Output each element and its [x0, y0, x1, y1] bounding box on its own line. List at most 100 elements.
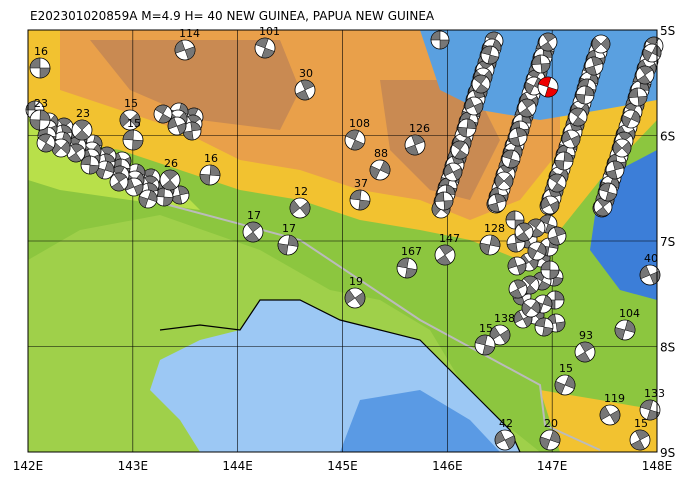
ball-quadrant: [277, 234, 299, 256]
ball-quadrant: [405, 134, 425, 156]
ball-quadrant: [396, 257, 418, 279]
ball-quadrant: [614, 319, 636, 341]
lon-label: 147E: [537, 459, 568, 473]
ball-quadrant: [74, 119, 90, 141]
event-label: 23: [76, 107, 90, 120]
lat-label: 9S: [660, 446, 675, 460]
beachball: [507, 256, 527, 276]
beachball: [457, 118, 477, 138]
ball-quadrant: [494, 174, 514, 188]
event-label: 26: [164, 157, 178, 170]
event-label: 108: [349, 117, 370, 130]
lat-label: 7S: [660, 235, 675, 249]
ball-quadrant: [480, 45, 500, 65]
beachball: [494, 429, 516, 451]
ball-quadrant: [639, 265, 661, 285]
title: E202301020859A M=4.9 H= 40 NEW GUINEA, P…: [30, 9, 435, 23]
beachball: [540, 195, 560, 215]
beachball: [540, 260, 560, 280]
ball-quadrant: [539, 430, 561, 450]
event-label: 30: [299, 67, 313, 80]
ball-quadrant: [452, 140, 468, 160]
ball-quadrant: [174, 40, 196, 60]
ball-quadrant: [122, 129, 144, 151]
ball-quadrant: [534, 317, 554, 337]
frame: [27, 29, 658, 453]
beachball: [501, 149, 521, 169]
lon-label: 143E: [118, 459, 149, 473]
beachball: [464, 96, 484, 116]
event-label: 126: [409, 122, 430, 135]
ball-quadrant: [531, 54, 551, 74]
beachball: [138, 189, 158, 209]
beachball: [474, 334, 496, 356]
beachball: [471, 74, 491, 94]
lon-label: 145E: [327, 459, 358, 473]
beachball: [29, 109, 51, 131]
event-label: 37: [354, 177, 368, 190]
event-label: 138: [494, 312, 515, 325]
ball-quadrant: [561, 130, 581, 148]
beachball: [605, 160, 625, 180]
beachball: [450, 140, 470, 160]
ball-quadrant: [637, 65, 653, 85]
beachball: [614, 319, 636, 341]
ball-quadrant: [612, 141, 632, 155]
ball-quadrant: [576, 341, 594, 363]
ball-quadrant: [255, 37, 275, 59]
event-label: 167: [401, 245, 422, 258]
ball-quadrant: [138, 190, 158, 208]
beachball: [489, 324, 511, 346]
beachball: [434, 244, 456, 266]
beachball: [242, 221, 264, 243]
beachball: [568, 107, 588, 127]
ball-quadrant: [591, 37, 611, 51]
event-label: 15: [634, 417, 648, 430]
beachball: [434, 191, 454, 211]
beachball: [539, 429, 561, 451]
ball-quadrant: [295, 79, 315, 101]
beachball: [29, 57, 51, 79]
ball-quadrant: [628, 87, 648, 107]
ball-quadrant: [457, 118, 477, 138]
ball-quadrant: [154, 104, 172, 124]
event-label: 16: [204, 152, 218, 165]
event-label: 12: [294, 185, 308, 198]
ball-quadrant: [519, 98, 535, 118]
event-label: 128: [484, 222, 505, 235]
event-label: 23: [34, 97, 48, 110]
event-label: 15: [559, 362, 573, 375]
beachball: [430, 30, 450, 50]
beachball: [153, 104, 173, 124]
ball-quadrant: [540, 260, 560, 280]
beachball: [182, 121, 202, 141]
beachball: [599, 404, 621, 426]
beachball: [514, 222, 534, 242]
beachball: [124, 177, 144, 197]
beachball: [537, 76, 559, 98]
beachball: [122, 129, 144, 151]
beachball: [639, 399, 661, 421]
beachball: [404, 134, 426, 156]
beachball: [95, 160, 115, 180]
event-label: 104: [619, 307, 640, 320]
beachball: [628, 87, 648, 107]
beachball: [554, 374, 576, 396]
event-label: 101: [259, 25, 280, 38]
beachball: [480, 45, 500, 65]
beachball: [521, 298, 541, 318]
ball-quadrant: [68, 143, 84, 163]
lat-label: 6S: [660, 130, 675, 144]
ball-quadrant: [473, 74, 489, 94]
ball-quadrant: [345, 129, 365, 151]
ball-quadrant: [521, 300, 541, 316]
beachball: [119, 109, 141, 131]
beachball: [574, 341, 596, 363]
event-label: 17: [282, 222, 296, 235]
ball-quadrant: [516, 222, 532, 242]
beachball: [487, 193, 507, 213]
ball-quadrant: [29, 109, 51, 131]
beachball: [494, 171, 514, 191]
